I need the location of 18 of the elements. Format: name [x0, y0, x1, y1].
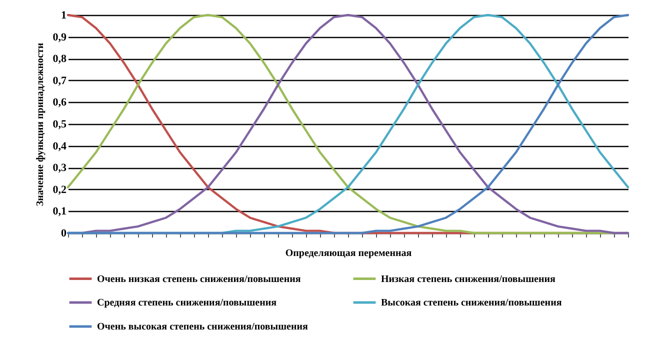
legend-label: Очень низкая степень снижения/повышения [97, 274, 302, 285]
legend-label: Средняя степень снижения/повышения [97, 298, 278, 308]
x-axis-title: Определяющая переменная [285, 248, 412, 259]
y-tick-label: 0,2 [52, 184, 67, 196]
legend-label: Очень высокая степень снижения/повышения [97, 322, 308, 332]
legend-label: Высокая степень снижения/повышения [381, 298, 562, 308]
y-tick-label: 0,5 [52, 118, 67, 130]
y-axis-title: Значение функции принадлежности [34, 42, 46, 206]
y-tick-label: 1 [61, 10, 66, 22]
y-tick-label: 0,1 [52, 206, 66, 218]
y-tick-label: 0,6 [52, 96, 67, 109]
y-tick-label: 0,7 [52, 74, 67, 87]
y-tick-label: 0,3 [52, 162, 67, 174]
y-tick-label: 0,8 [52, 53, 67, 66]
y-tick-label: 0 [61, 228, 67, 240]
y-tick-label: 0,9 [52, 31, 67, 44]
y-tick-label: 0,4 [52, 140, 67, 152]
legend-label: Низкая степень снижения/повышения [381, 274, 556, 285]
